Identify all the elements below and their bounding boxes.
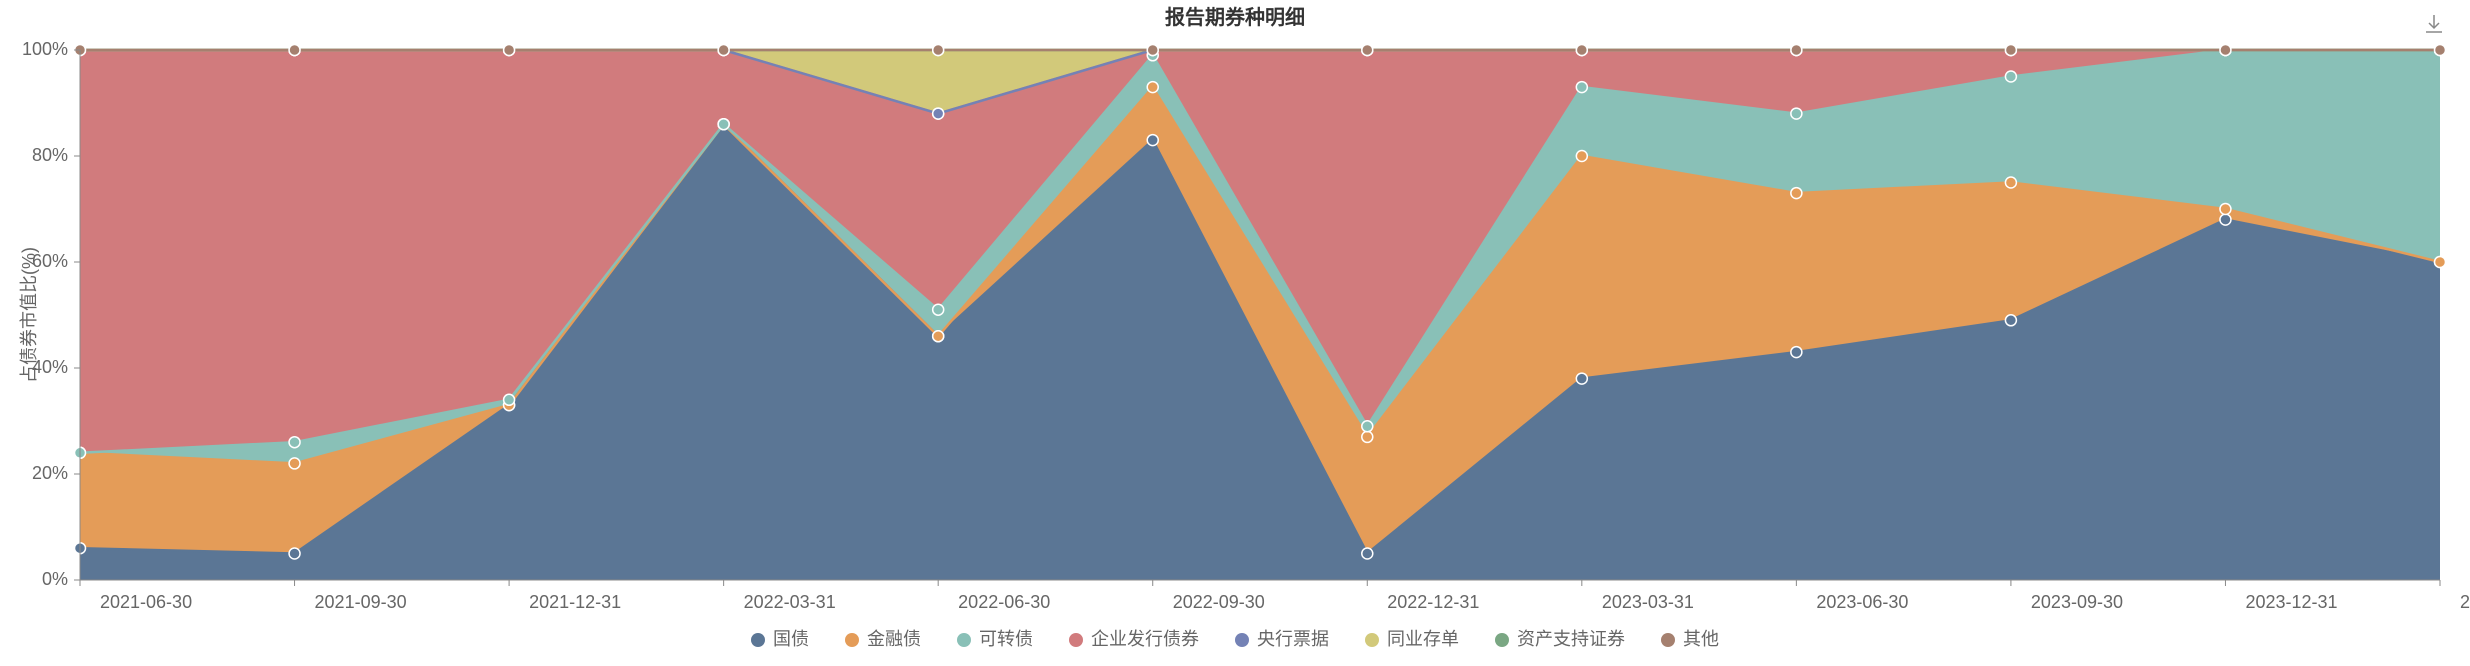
legend-label: 其他 <box>1683 629 1719 649</box>
marker-2-1[interactable] <box>289 437 300 448</box>
marker-2-6[interactable] <box>1362 421 1373 432</box>
marker-2-2[interactable] <box>504 394 515 405</box>
legend-item[interactable]: 金融债 <box>845 629 921 649</box>
x-tick-label: 2024-03-31 <box>2460 592 2470 612</box>
marker-7-2[interactable] <box>504 45 515 56</box>
marker-1-5[interactable] <box>1147 82 1158 93</box>
chart-container: 0%20%40%60%80%100%占债券市值比(%)2021-06-30202… <box>0 0 2470 666</box>
marker-1-8[interactable] <box>1791 188 1802 199</box>
marker-1-9[interactable] <box>2005 177 2016 188</box>
marker-7-7[interactable] <box>1576 45 1587 56</box>
legend-label: 同业存单 <box>1387 629 1459 649</box>
legend-item[interactable]: 国债 <box>751 629 809 649</box>
marker-7-8[interactable] <box>1791 45 1802 56</box>
x-tick-label: 2023-06-30 <box>1816 592 1908 612</box>
marker-7-6[interactable] <box>1362 45 1373 56</box>
legend-item[interactable]: 其他 <box>1661 629 1719 649</box>
marker-7-5[interactable] <box>1147 45 1158 56</box>
marker-0-8[interactable] <box>1791 347 1802 358</box>
marker-0-6[interactable] <box>1362 548 1373 559</box>
y-axis-label: 占债券市值比(%) <box>19 247 39 383</box>
legend-label: 企业发行债券 <box>1091 629 1199 649</box>
marker-7-3[interactable] <box>718 45 729 56</box>
legend-item[interactable]: 可转债 <box>957 629 1033 649</box>
legend-item[interactable]: 资产支持证券 <box>1495 629 1625 649</box>
marker-1-1[interactable] <box>289 458 300 469</box>
y-tick-label: 80% <box>32 145 68 165</box>
legend-marker <box>1069 633 1083 647</box>
y-tick-label: 100% <box>22 39 68 59</box>
x-tick-label: 2022-09-30 <box>1173 592 1265 612</box>
legend-marker <box>1495 633 1509 647</box>
y-tick-label: 20% <box>32 463 68 483</box>
marker-7-9[interactable] <box>2005 45 2016 56</box>
download-icon[interactable] <box>2422 12 2446 36</box>
legend-label: 国债 <box>773 629 809 649</box>
legend: 国债 金融债 可转债 企业发行债券 央行票据 同业存单 资产支持证券 其他 <box>751 629 1719 649</box>
marker-1-7[interactable] <box>1576 151 1587 162</box>
marker-0-9[interactable] <box>2005 315 2016 326</box>
marker-2-4[interactable] <box>933 304 944 315</box>
areas <box>80 50 2440 580</box>
marker-4-4[interactable] <box>933 108 944 119</box>
y-tick-label: 0% <box>42 569 68 589</box>
legend-marker <box>751 633 765 647</box>
legend-label: 资产支持证券 <box>1517 629 1625 649</box>
x-tick-label: 2023-12-31 <box>2245 592 2337 612</box>
marker-2-7[interactable] <box>1576 82 1587 93</box>
legend-item[interactable]: 企业发行债券 <box>1069 629 1199 649</box>
marker-2-3[interactable] <box>718 119 729 130</box>
marker-1-10[interactable] <box>2220 204 2231 215</box>
x-tick-label: 2022-06-30 <box>958 592 1050 612</box>
x-tick-label: 2022-03-31 <box>744 592 836 612</box>
legend-item[interactable]: 央行票据 <box>1235 629 1329 649</box>
legend-marker <box>1661 633 1675 647</box>
marker-0-1[interactable] <box>289 548 300 559</box>
marker-1-6[interactable] <box>1362 431 1373 442</box>
marker-0-10[interactable] <box>2220 214 2231 225</box>
legend-label: 央行票据 <box>1257 629 1329 649</box>
x-tick-label: 2023-03-31 <box>1602 592 1694 612</box>
chart-title: 报告期券种明细 <box>1165 5 1305 29</box>
marker-1-11[interactable] <box>2435 257 2446 268</box>
marker-2-9[interactable] <box>2005 71 2016 82</box>
marker-0-5[interactable] <box>1147 135 1158 146</box>
x-tick-label: 2021-06-30 <box>100 592 192 612</box>
legend-marker <box>1365 633 1379 647</box>
legend-marker <box>845 633 859 647</box>
x-tick-label: 2021-12-31 <box>529 592 621 612</box>
marker-7-10[interactable] <box>2220 45 2231 56</box>
legend-item[interactable]: 同业存单 <box>1365 629 1459 649</box>
marker-2-8[interactable] <box>1791 108 1802 119</box>
x-tick-label: 2022-12-31 <box>1387 592 1479 612</box>
marker-0-7[interactable] <box>1576 373 1587 384</box>
x-tick-label: 2021-09-30 <box>315 592 407 612</box>
legend-label: 金融债 <box>867 629 921 649</box>
legend-marker <box>1235 633 1249 647</box>
legend-label: 可转债 <box>979 629 1033 649</box>
marker-7-11[interactable] <box>2435 45 2446 56</box>
marker-1-4[interactable] <box>933 331 944 342</box>
chart-svg: 0%20%40%60%80%100%占债券市值比(%)2021-06-30202… <box>0 0 2470 666</box>
legend-marker <box>957 633 971 647</box>
marker-7-1[interactable] <box>289 45 300 56</box>
marker-7-4[interactable] <box>933 45 944 56</box>
x-tick-label: 2023-09-30 <box>2031 592 2123 612</box>
